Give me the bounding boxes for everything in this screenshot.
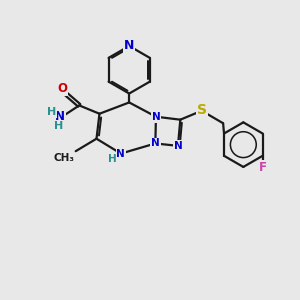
Text: N: N: [55, 110, 64, 123]
Text: H: H: [108, 154, 116, 164]
Text: N: N: [152, 112, 160, 122]
Text: CH₃: CH₃: [53, 153, 74, 163]
Text: N: N: [124, 40, 134, 52]
Text: N: N: [174, 141, 182, 151]
Text: O: O: [57, 82, 67, 95]
Text: H: H: [47, 107, 56, 117]
Text: N: N: [151, 139, 160, 148]
Text: H: H: [54, 121, 64, 130]
Text: S: S: [197, 103, 207, 117]
Text: F: F: [259, 160, 267, 174]
Text: N: N: [116, 148, 125, 159]
